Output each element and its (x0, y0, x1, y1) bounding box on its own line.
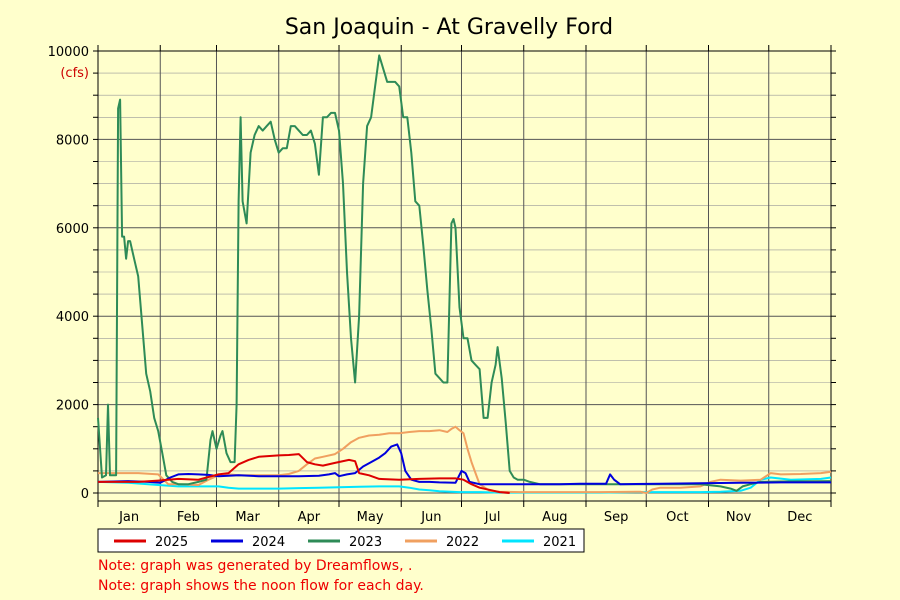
axes: 0 2000 4000 6000 8000 10000 Jan Feb Mar Apr May Jun… (48, 45, 836, 525)
y-tick-label: 2000 (56, 399, 89, 414)
y-tick-label: 0 (81, 487, 89, 502)
x-tick-label: Jan (118, 510, 139, 525)
legend-label-2021: 2021 (543, 535, 576, 550)
x-tick-label: May (357, 510, 384, 525)
y-tick-label: 10000 (48, 45, 89, 60)
x-tick-label: Apr (298, 510, 321, 525)
x-tick-label: Nov (726, 510, 752, 525)
x-tick-label: Dec (787, 510, 812, 525)
legend-box (97, 528, 585, 553)
y-axis-unit-label: (cfs) (60, 66, 89, 81)
series-line-2023 (97, 54, 832, 492)
series-line-2025 (98, 453, 510, 494)
x-tick-label: Feb (177, 510, 200, 525)
note-generator: Note: graph was generated by Dreamflows,… (98, 558, 413, 574)
x-tick-label: Jun (420, 510, 441, 525)
series-layer (97, 54, 832, 494)
x-tick-label: Sep (604, 510, 629, 525)
x-tick-label: Aug (542, 510, 567, 525)
x-tick-label: Oct (666, 510, 688, 525)
series-line-2021 (97, 476, 832, 494)
notes: Note: graph was generated by Dreamflows,… (98, 556, 424, 596)
y-tick-label: 4000 (56, 310, 89, 325)
y-tick-label: 8000 (56, 133, 89, 148)
x-tick-label: Mar (235, 510, 260, 525)
x-tick-label: Jul (484, 510, 501, 525)
chart-title: San Joaquin - At Gravelly Ford (285, 15, 613, 40)
plot-frame (97, 50, 832, 502)
legend-label-2025: 2025 (155, 535, 188, 550)
legend-label-2022: 2022 (446, 535, 479, 550)
legend: 2025 2024 2023 2022 2021 (97, 528, 585, 553)
grid (98, 50, 831, 501)
y-tick-label: 6000 (56, 222, 89, 237)
legend-label-2023: 2023 (349, 535, 382, 550)
legend-label-2024: 2024 (252, 535, 285, 550)
note-noon-flow: Note: graph shows the noon flow for each… (98, 578, 424, 594)
